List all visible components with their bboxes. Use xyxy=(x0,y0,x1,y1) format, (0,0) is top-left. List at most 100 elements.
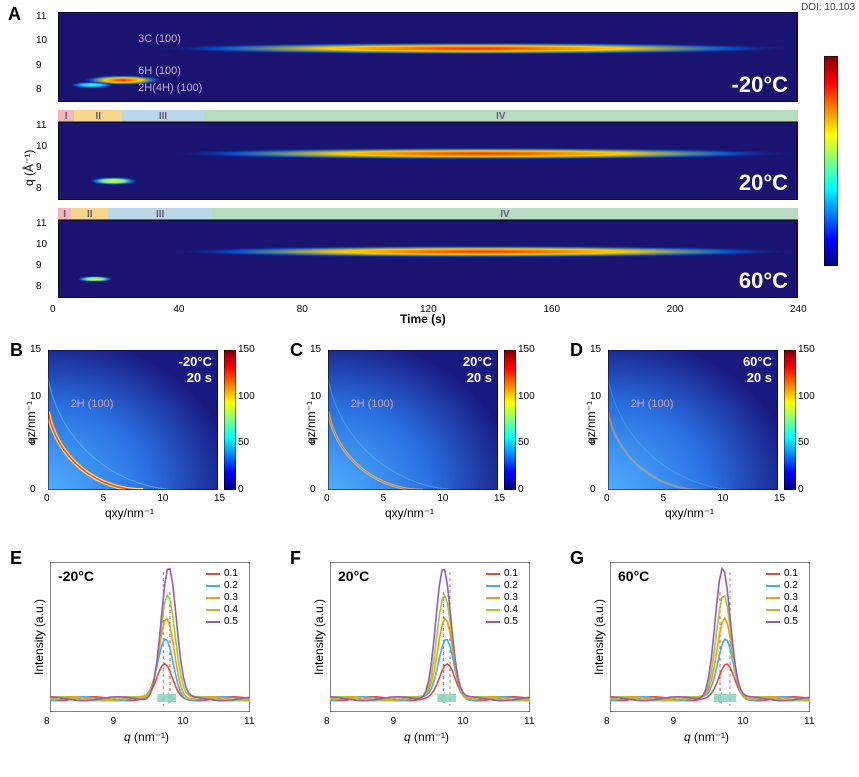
panel-temp: 20°C xyxy=(432,354,492,369)
legend-label: 0.4 xyxy=(784,604,798,615)
panel-label: F xyxy=(290,548,301,569)
xtick-label: 11 xyxy=(244,716,254,727)
xlabel: q (nm⁻¹) xyxy=(404,730,449,744)
xtick-label: 10 xyxy=(437,493,448,504)
xtick-label: 9 xyxy=(671,716,677,727)
legend-swatch xyxy=(486,621,500,623)
legend-label: 0.2 xyxy=(784,580,798,591)
panel-label: G xyxy=(570,548,584,569)
ytick-label: 9 xyxy=(36,162,42,173)
panel-b: B 2H (100)-20°C20 s005510101515qxy/nm⁻¹q… xyxy=(10,340,270,530)
ylabel: Intensity (a.u.) xyxy=(592,599,606,675)
cbar-tick: 150 xyxy=(238,344,255,355)
cbar-tick: 100 xyxy=(798,391,815,402)
ytick-label: 10 xyxy=(36,239,47,250)
legend-swatch xyxy=(486,585,500,587)
cbar-tick: 0 xyxy=(238,484,244,495)
panel-a-plot-area: -20°C3C (100)6H (100)2H(4H) (100)891011I… xyxy=(58,12,798,302)
ylabel: qz/nm⁻¹ xyxy=(304,401,318,444)
legend: 0.10.20.30.40.5 xyxy=(486,568,518,628)
legend-swatch xyxy=(766,585,780,587)
panel-label: D xyxy=(570,340,583,361)
legend-swatch xyxy=(486,573,500,575)
ytick-label: 10 xyxy=(36,141,47,152)
panel-c: C 2H (100)20°C20 s005510101515qxy/nm⁻¹qz… xyxy=(290,340,550,530)
panel-temp: -20°C xyxy=(152,354,212,369)
ytick-label: 15 xyxy=(310,344,321,355)
legend-swatch xyxy=(766,621,780,623)
ytick-label: 8 xyxy=(36,281,42,292)
cbar-tick: 50 xyxy=(238,437,249,448)
xlabel: qxy/nm⁻¹ xyxy=(385,506,434,520)
legend-label: 0.5 xyxy=(504,616,518,627)
panel-a-colorbar xyxy=(824,56,838,266)
panel-a: A q (Å⁻¹) Time (s) -20°C3C (100) xyxy=(10,6,840,324)
ytick-label: 11 xyxy=(36,11,46,22)
ytick-label: 0 xyxy=(30,484,36,495)
legend: 0.10.20.30.40.5 xyxy=(206,568,238,628)
ytick-label: 8 xyxy=(36,183,42,194)
ytick-label: 11 xyxy=(36,120,46,131)
xlabel: qxy/nm⁻¹ xyxy=(105,506,154,520)
legend-swatch xyxy=(766,609,780,611)
ytick-label: 10 xyxy=(36,35,47,46)
xtick-label: 80 xyxy=(297,304,308,315)
legend-item: 0.3 xyxy=(206,592,238,603)
xtick-label: 240 xyxy=(790,304,807,315)
reflection-annotation: 2H (100) xyxy=(351,398,394,410)
reflection-annotation: 2H (100) xyxy=(631,398,674,410)
xtick-label: 0 xyxy=(44,493,50,504)
panel-a-annotation: 6H (100) xyxy=(138,65,181,77)
legend-label: 0.4 xyxy=(504,604,518,615)
legend-item: 0.2 xyxy=(766,580,798,591)
legend-swatch xyxy=(766,597,780,599)
legend-label: 0.3 xyxy=(224,592,238,603)
panel-temp: 60°C xyxy=(618,568,649,584)
legend-item: 0.1 xyxy=(766,568,798,579)
xtick-label: 120 xyxy=(420,304,437,315)
legend-swatch xyxy=(486,609,500,611)
legend-label: 0.3 xyxy=(504,592,518,603)
xtick-label: 40 xyxy=(173,304,184,315)
legend: 0.10.20.30.40.5 xyxy=(766,568,798,628)
legend-swatch xyxy=(206,621,220,623)
xtick-label: 15 xyxy=(774,493,785,504)
cbar-tick: 50 xyxy=(798,437,809,448)
cbar-tick: 150 xyxy=(798,344,815,355)
legend-label: 0.1 xyxy=(504,568,518,579)
legend-label: 0.5 xyxy=(784,616,798,627)
legend-swatch xyxy=(206,585,220,587)
xtick-label: 200 xyxy=(667,304,684,315)
ytick-label: 9 xyxy=(36,60,42,71)
xtick-label: 0 xyxy=(604,493,610,504)
legend-label: 0.4 xyxy=(224,604,238,615)
cbar-tick: 0 xyxy=(798,484,804,495)
cbar-tick: 100 xyxy=(238,391,255,402)
panel-a-xticks: 04080120160200240 xyxy=(58,304,798,318)
legend-item: 0.4 xyxy=(486,604,518,615)
xtick-label: 15 xyxy=(494,493,505,504)
cbar-tick: 150 xyxy=(518,344,535,355)
xtick-label: 160 xyxy=(543,304,560,315)
panel-a-annotation: 3C (100) xyxy=(138,33,181,45)
cbar-tick: 50 xyxy=(518,437,529,448)
xtick-label: 8 xyxy=(604,716,610,727)
reflection-annotation: 2H (100) xyxy=(71,398,114,410)
xtick-label: 11 xyxy=(804,716,814,727)
legend-swatch xyxy=(206,573,220,575)
xtick-label: 5 xyxy=(661,493,667,504)
legend-item: 0.2 xyxy=(486,580,518,591)
legend-label: 0.2 xyxy=(504,580,518,591)
panel-time: 20 s xyxy=(152,370,212,385)
xtick-label: 10 xyxy=(457,716,468,727)
panels-bcd-row: B 2H (100)-20°C20 s005510101515qxy/nm⁻¹q… xyxy=(10,340,840,530)
legend-item: 0.3 xyxy=(766,592,798,603)
legend-item: 0.5 xyxy=(766,616,798,627)
xtick-label: 0 xyxy=(324,493,330,504)
legend-label: 0.5 xyxy=(224,616,238,627)
panels-efg-row: E -20°C891011q (nm⁻¹)Intensity (a.u.)0.1… xyxy=(10,548,840,758)
xlabel: q (nm⁻¹) xyxy=(124,730,169,744)
ytick-label: 8 xyxy=(36,84,42,95)
ylabel: Intensity (a.u.) xyxy=(312,599,326,675)
xtick-label: 10 xyxy=(737,716,748,727)
